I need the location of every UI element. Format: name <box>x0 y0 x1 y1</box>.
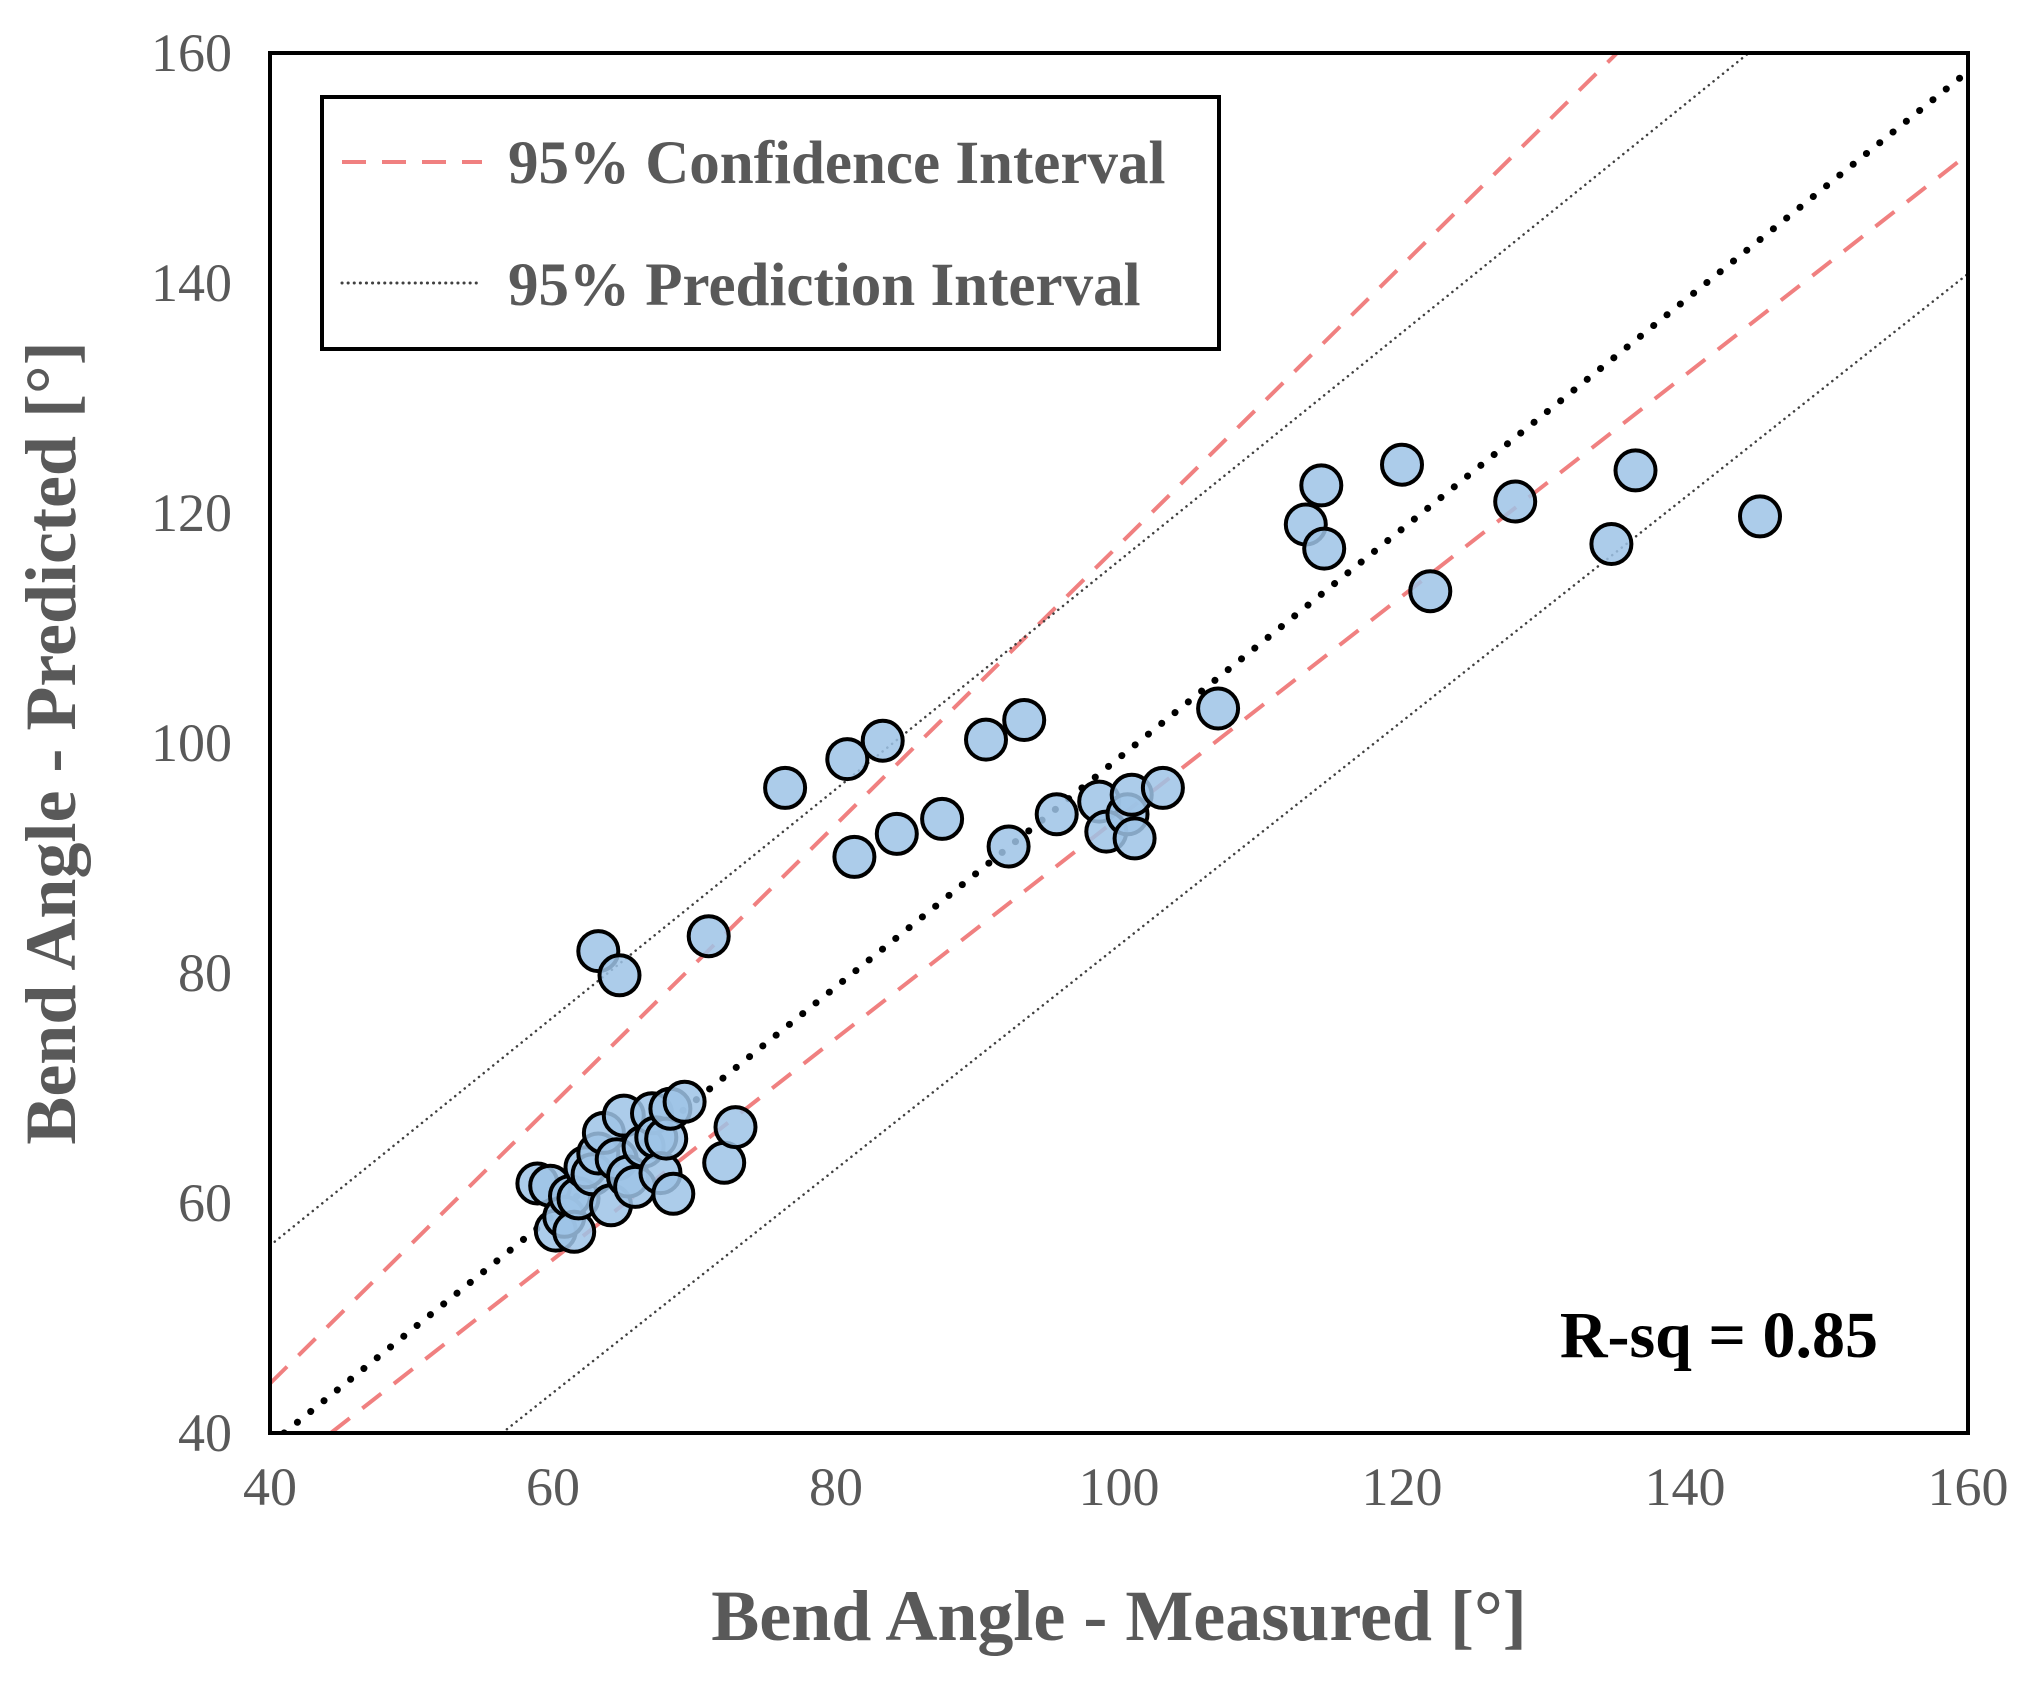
legend-label-confidence: 95% Confidence Interval <box>508 130 1165 197</box>
data-point-49 <box>1380 442 1424 487</box>
x-tick-label-1: 60 <box>526 1457 580 1517</box>
series-line-95-prediction-interval-4 <box>270 53 1750 1247</box>
data-point-26 <box>686 914 731 959</box>
data-point-28 <box>713 1105 758 1150</box>
data-point-14 <box>597 953 642 998</box>
legend-label-prediction: 95% Prediction Interval <box>508 252 1141 319</box>
x-axis-title: Bend Angle - Measured [°] <box>711 1576 1526 1656</box>
data-point-35 <box>964 717 1008 762</box>
legend: 95% Confidence Interval 95% Prediction I… <box>320 95 1221 351</box>
legend-box <box>320 95 1221 351</box>
x-tick-label-3: 100 <box>1079 1457 1160 1517</box>
data-point-37 <box>1002 698 1047 742</box>
series-line-95-confidence-interval-3 <box>329 152 1968 1433</box>
y-axis-title: Bend Angle - Predicted [°] <box>11 341 91 1144</box>
data-point-24 <box>651 1171 696 1216</box>
data-point-47 <box>1299 463 1344 508</box>
axis-ticks-layer: 40 60 80 100 120 140 160 40 60 80 100 120 140 160 <box>151 23 2009 1517</box>
data-point-31 <box>832 834 877 879</box>
y-tick-label-3: 100 <box>151 713 232 773</box>
plot-area-frame <box>268 51 1970 1435</box>
r-squared-annotation: R-sq = 0.85 <box>1560 1299 1878 1372</box>
y-tick-label-2: 80 <box>178 943 232 1003</box>
y-tick-label-6: 160 <box>151 23 232 83</box>
x-tick-label-0: 40 <box>243 1457 297 1517</box>
data-point-45 <box>1196 686 1241 731</box>
points-layer <box>515 442 1782 1254</box>
data-point-34 <box>920 796 965 841</box>
x-tick-label-2: 80 <box>809 1457 863 1517</box>
data-point-48 <box>1302 526 1347 571</box>
data-point-25 <box>662 1079 707 1124</box>
data-point-52 <box>1589 522 1634 566</box>
y-tick-label-0: 40 <box>178 1403 232 1463</box>
x-tick-label-5: 140 <box>1645 1457 1726 1517</box>
series-line-95-confidence-interval-2 <box>270 53 1619 1385</box>
data-point-33 <box>874 811 919 856</box>
data-point-50 <box>1408 569 1453 614</box>
data-point-43 <box>1112 816 1157 861</box>
data-point-53 <box>1613 448 1658 493</box>
series-line-95-prediction-interval-5 <box>500 272 1968 1433</box>
data-point-51 <box>1493 479 1538 524</box>
y-tick-label-1: 60 <box>178 1173 232 1233</box>
data-point-36 <box>986 824 1031 869</box>
data-point-29 <box>763 765 808 810</box>
data-point-30 <box>825 737 870 782</box>
data-point-54 <box>1738 494 1782 539</box>
x-tick-label-4: 120 <box>1362 1457 1443 1517</box>
x-tick-label-6: 160 <box>1928 1457 2009 1517</box>
y-tick-label-5: 140 <box>151 253 232 313</box>
data-point-44 <box>1140 765 1185 810</box>
data-point-32 <box>860 718 905 763</box>
data-point-38 <box>1034 792 1079 837</box>
y-tick-label-4: 120 <box>151 483 232 543</box>
